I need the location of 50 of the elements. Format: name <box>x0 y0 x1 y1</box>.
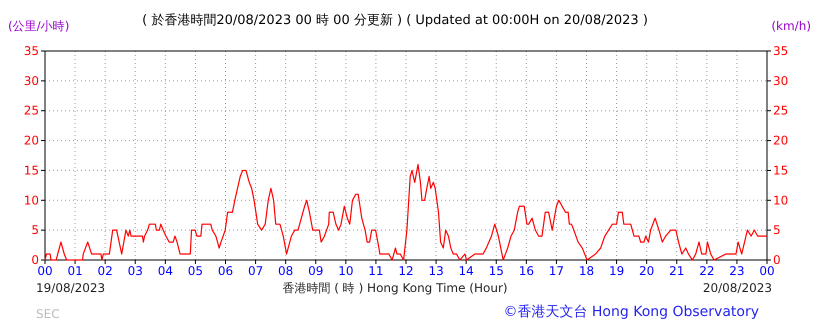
y2-tick-label: 0 <box>773 253 781 267</box>
x-tick-label: 04 <box>158 264 173 278</box>
x-tick-label: 12 <box>398 264 414 278</box>
x-tick-label: 22 <box>699 264 714 278</box>
x-tick-label: 06 <box>218 264 234 278</box>
y2-tick-label: 15 <box>773 163 788 178</box>
x-tick-label: 01 <box>67 264 83 278</box>
y2-tick-label: 20 <box>773 134 788 148</box>
x-tick-label: 15 <box>488 264 504 278</box>
x-tick-label: 07 <box>248 264 264 278</box>
text: ©香港天文台 Hong Kong Observatory <box>503 304 759 320</box>
y-tick-label: 25 <box>24 104 39 118</box>
x-tick-label: 16 <box>518 264 534 278</box>
y-tick-label: 10 <box>24 193 39 208</box>
x-tick-label: 19 <box>608 264 624 278</box>
y2-tick-label: 25 <box>773 104 788 118</box>
x-tick-label: 02 <box>98 264 113 278</box>
x-tick-label: 20 <box>639 264 654 278</box>
y-tick-label: 15 <box>24 163 39 178</box>
text: 20/08/2023 <box>702 281 772 295</box>
x-tick-label: 23 <box>729 264 745 278</box>
x-tick-label: 13 <box>428 264 444 278</box>
y-tick-label: 5 <box>31 223 39 238</box>
y-tick-label: 35 <box>24 44 39 58</box>
y2-tick-label: 5 <box>773 223 781 238</box>
x-tick-label: 05 <box>188 264 204 278</box>
line-series <box>44 164 768 261</box>
y-tick-label: 30 <box>24 74 39 88</box>
chart-title: ( 於香港時間20/08/2023 00 時 00 分更新 ) ( Updated at 00:00H on 20/08/2023 ) <box>142 13 648 28</box>
x-tick-label: 11 <box>368 264 384 278</box>
x-axis-title: 香港時間 ( 時 ) Hong Kong Time (Hour) <box>282 281 508 295</box>
x-tick-label: 03 <box>128 264 143 278</box>
x-tick-label: 21 <box>669 264 684 278</box>
y2-tick-label: 10 <box>773 193 788 208</box>
y-axis-title: (公里/小時) <box>8 19 70 33</box>
x-tick-label: 10 <box>338 264 354 278</box>
x-tick-label: 17 <box>548 264 564 278</box>
x-tick-label: 08 <box>278 264 294 278</box>
y-tick-label: 20 <box>24 134 39 148</box>
text: 19/08/2023 <box>36 281 106 295</box>
y2-tick-label: 30 <box>773 74 788 88</box>
y-tick-label: 0 <box>31 253 39 267</box>
x-tick-label: 18 <box>578 264 594 278</box>
x-tick-label: 14 <box>458 264 474 278</box>
text: SEC <box>36 307 60 321</box>
x-tick-label: 00 <box>37 264 53 278</box>
x-tick-label: 09 <box>308 264 324 278</box>
y2-tick-label: 35 <box>773 44 788 58</box>
y2-axis-title: (km/h) <box>771 19 811 33</box>
x-tick-label: 00 <box>759 264 775 278</box>
